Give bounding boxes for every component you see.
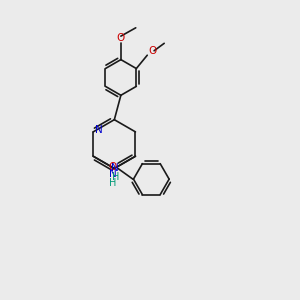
Text: H: H xyxy=(109,178,116,188)
Text: N: N xyxy=(111,163,119,172)
Text: O: O xyxy=(108,162,116,172)
Text: O: O xyxy=(117,33,125,43)
Text: N: N xyxy=(95,125,103,135)
Text: N: N xyxy=(109,169,117,179)
Text: H: H xyxy=(112,172,119,182)
Text: O: O xyxy=(148,46,156,56)
